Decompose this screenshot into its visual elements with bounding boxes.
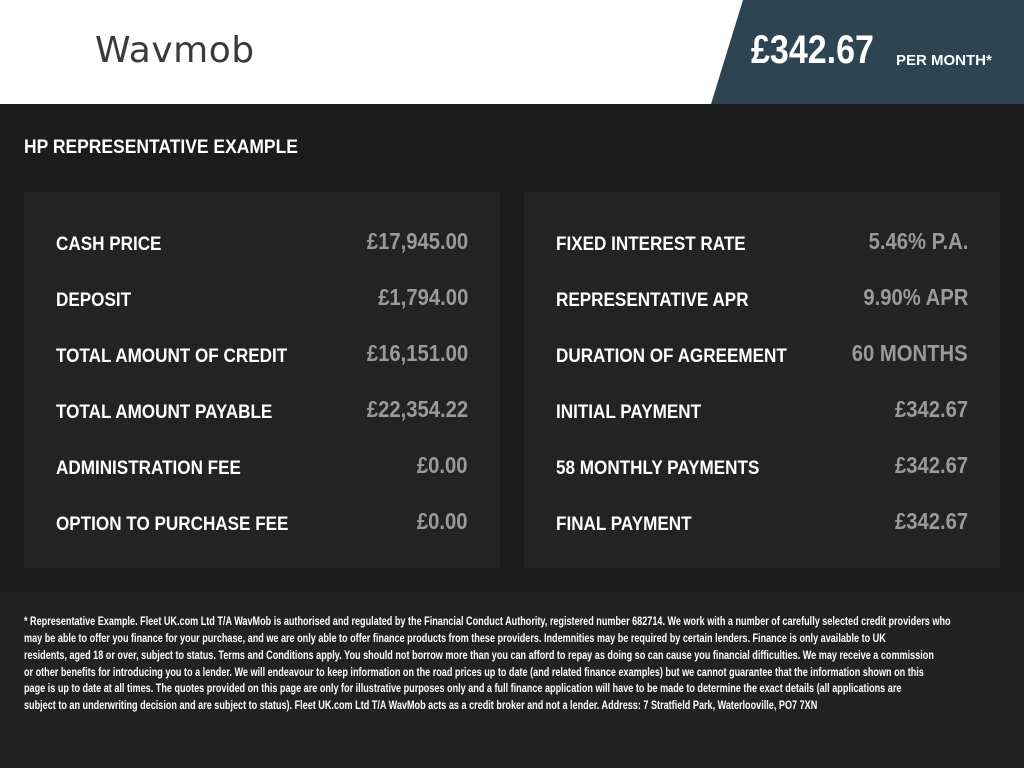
logo[interactable]: Wavmob bbox=[95, 30, 255, 71]
row-label: OPTION TO PURCHASE FEE bbox=[56, 514, 289, 535]
footnote-line: page is up to date at all times. The quo… bbox=[24, 683, 902, 695]
finance-row: DEPOSIT £1,794.00 bbox=[56, 284, 468, 314]
footnote-line: subject to an underwriting decision and … bbox=[24, 700, 818, 712]
finance-row: 58 MONTHLY PAYMENTS £342.67 bbox=[556, 452, 968, 482]
finance-row: OPTION TO PURCHASE FEE £0.00 bbox=[56, 508, 468, 538]
monthly-price: £342.67 bbox=[751, 28, 874, 72]
row-label: FIXED INTEREST RATE bbox=[556, 234, 746, 255]
row-label: INITIAL PAYMENT bbox=[556, 402, 702, 423]
row-label: REPRESENTATIVE APR bbox=[556, 290, 749, 311]
per-month-label: PER MONTH* bbox=[896, 52, 992, 69]
finance-row: CASH PRICE £17,945.00 bbox=[56, 228, 468, 258]
row-label: DURATION OF AGREEMENT bbox=[556, 346, 787, 367]
row-value: 60 MONTHS bbox=[852, 340, 968, 366]
row-value: £17,945.00 bbox=[366, 228, 468, 254]
row-value: £16,151.00 bbox=[366, 340, 468, 366]
row-value: £22,354.22 bbox=[366, 396, 468, 422]
finance-row: ADMINISTRATION FEE £0.00 bbox=[56, 452, 468, 482]
row-value: 9.90% APR bbox=[863, 284, 968, 310]
row-value: £0.00 bbox=[417, 508, 468, 534]
finance-row: DURATION OF AGREEMENT 60 MONTHS bbox=[556, 340, 968, 370]
header: Wavmob £342.67 PER MONTH* bbox=[0, 0, 1024, 104]
finance-row: INITIAL PAYMENT £342.67 bbox=[556, 396, 968, 426]
finance-row: FIXED INTEREST RATE 5.46% P.A. bbox=[556, 228, 968, 258]
finance-row: TOTAL AMOUNT OF CREDIT £16,151.00 bbox=[56, 340, 468, 370]
footnote-line: or other benefits for introducing you to… bbox=[24, 667, 924, 679]
finance-panel-right: FIXED INTEREST RATE 5.46% P.A. REPRESENTA… bbox=[524, 192, 1000, 568]
footnote: * Representative Example. Fleet UK.com L… bbox=[0, 592, 1024, 768]
finance-panel-left: CASH PRICE £17,945.00 DEPOSIT £1,794.00 TO… bbox=[24, 192, 500, 568]
footnote-line: residents, aged 18 or over, subject to s… bbox=[24, 650, 934, 662]
row-label: ADMINISTRATION FEE bbox=[56, 458, 241, 479]
row-value: £342.67 bbox=[894, 452, 968, 478]
footnote-line: * Representative Example. Fleet UK.com L… bbox=[24, 616, 951, 628]
finance-row: REPRESENTATIVE APR 9.90% APR bbox=[556, 284, 968, 314]
monthly-price-panel: £342.67 PER MONTH* bbox=[711, 0, 1024, 104]
row-label: FINAL PAYMENT bbox=[556, 514, 692, 535]
row-value: £1,794.00 bbox=[377, 284, 468, 310]
row-label: TOTAL AMOUNT OF CREDIT bbox=[56, 346, 288, 367]
row-label: CASH PRICE bbox=[56, 234, 162, 255]
row-label: DEPOSIT bbox=[56, 290, 132, 311]
section-title: HP REPRESENTATIVE EXAMPLE bbox=[24, 137, 298, 158]
finance-row: TOTAL AMOUNT PAYABLE £22,354.22 bbox=[56, 396, 468, 426]
row-value: £342.67 bbox=[894, 396, 968, 422]
row-label: 58 MONTHLY PAYMENTS bbox=[556, 458, 760, 479]
finance-row: FINAL PAYMENT £342.67 bbox=[556, 508, 968, 538]
row-value: 5.46% P.A. bbox=[868, 228, 968, 254]
footnote-line: may be able to offer you finance for you… bbox=[24, 633, 886, 645]
row-value: £0.00 bbox=[417, 452, 468, 478]
row-label: TOTAL AMOUNT PAYABLE bbox=[56, 402, 273, 423]
row-value: £342.67 bbox=[894, 508, 968, 534]
